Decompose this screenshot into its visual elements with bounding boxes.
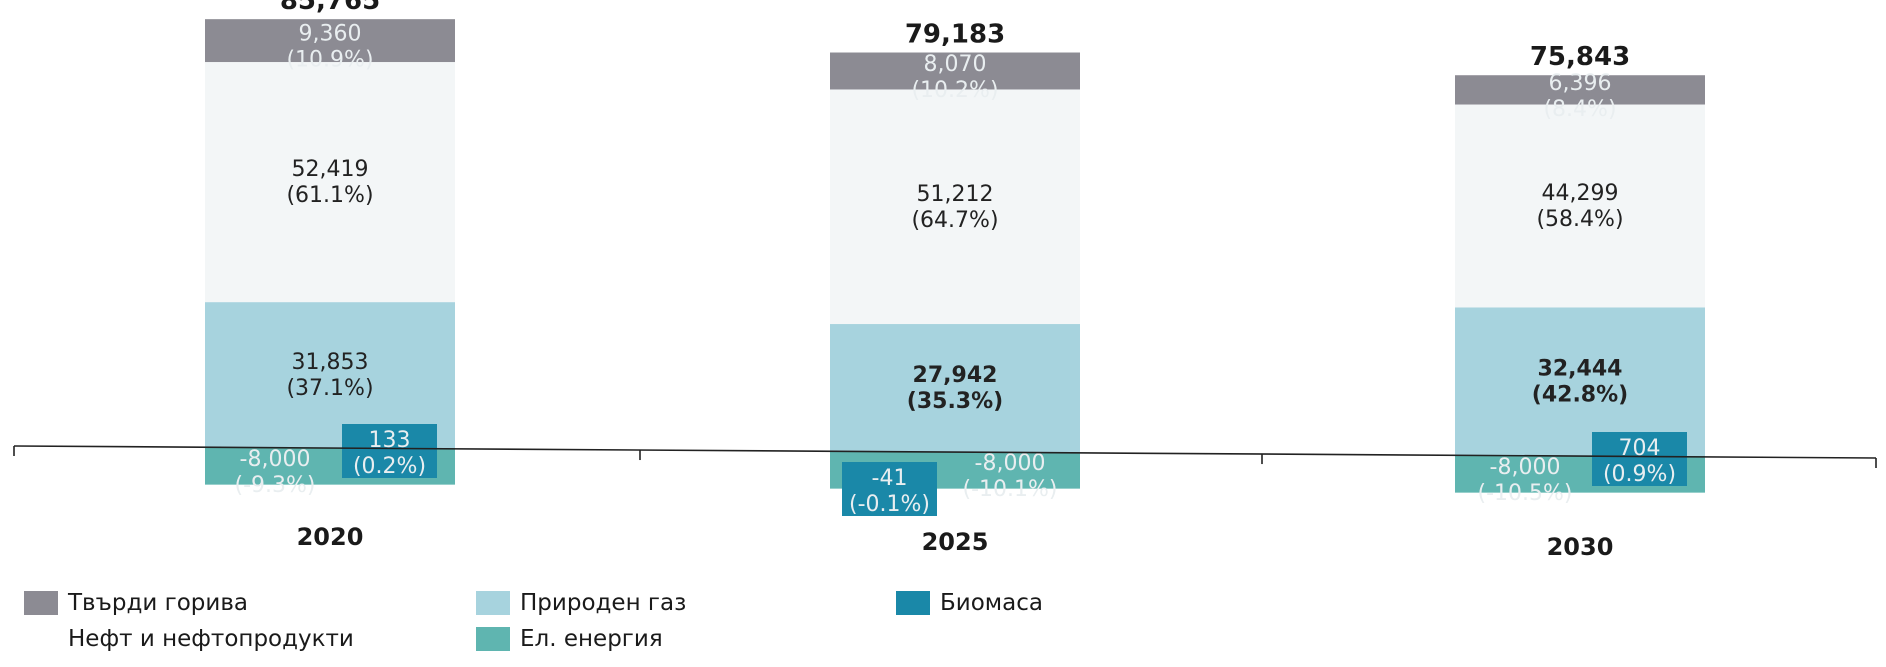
legend-label-natural-gas: Природен газ — [520, 590, 687, 616]
share-label-solid-fuels-2020: (10.9%) — [286, 48, 373, 73]
share-label-solid-fuels-2025: (10.2%) — [911, 78, 998, 103]
share-label-oil-2025: (64.7%) — [911, 208, 998, 233]
value-label-oil-2020: 52,419 — [292, 157, 369, 182]
legend-swatch-oil — [24, 627, 58, 651]
bar-oil-2030 — [1455, 104, 1705, 308]
bar-natural-gas-2030 — [1455, 307, 1705, 456]
value-label-solid-fuels-2025: 8,070 — [924, 52, 987, 77]
share-label-oil-2030: (58.4%) — [1536, 207, 1623, 232]
value-label-electricity-2030: -8,000 — [1490, 455, 1561, 480]
bar-solid-fuels-2020 — [205, 19, 455, 63]
legend-item-solid-fuels: Твърди горива — [24, 590, 248, 616]
value-label-electricity-2025: -8,000 — [975, 451, 1046, 476]
value-label-natural-gas-2030: 32,444 — [1538, 357, 1623, 382]
stacked-bar-chart: 9,360(10.9%) 52,419(61.1%) 31,853(37.1%) -8… — [13, 0, 1877, 561]
share-label-biomass-2020: (0.2%) — [353, 454, 426, 479]
bar-solid-fuels-2025 — [830, 52, 1080, 90]
share-label-biomass-2025: (-0.1%) — [849, 492, 930, 517]
value-label-solid-fuels-2020: 9,360 — [299, 22, 362, 47]
value-label-oil-2025: 51,212 — [917, 182, 994, 207]
total-label-2025: 79,183 — [905, 20, 1005, 50]
bar-biomass-2025 — [842, 462, 937, 516]
share-label-natural-gas-2030: (42.8%) — [1532, 383, 1628, 408]
legend-swatch-electricity — [476, 627, 510, 651]
share-label-natural-gas-2020: (37.1%) — [286, 376, 373, 401]
legend-item-oil: Нефт и нефтопродукти — [24, 626, 354, 652]
bar-natural-gas-2025 — [830, 324, 1080, 452]
legend-item-biomass: Биомаса — [896, 590, 1043, 616]
legend-item-natural-gas: Природен газ — [476, 590, 686, 616]
legend-swatch-natural-gas — [476, 591, 510, 615]
value-label-natural-gas-2025: 27,942 — [913, 363, 998, 388]
value-label-solid-fuels-2030: 6,396 — [1549, 71, 1612, 96]
value-label-biomass-2025: -41 — [872, 466, 908, 491]
total-label-2020: 85,765 — [280, 0, 380, 16]
bar-biomass-2030 — [1592, 432, 1687, 486]
bar-oil-2025 — [830, 89, 1080, 325]
legend-swatch-biomass — [896, 591, 930, 615]
category-label-2030: 2030 — [1547, 533, 1614, 561]
bar-oil-2020 — [205, 62, 455, 303]
bar-solid-fuels-2030 — [1455, 75, 1705, 105]
value-label-natural-gas-2020: 31,853 — [292, 350, 369, 375]
x-axis-line — [13, 445, 1877, 459]
value-label-electricity-2020: -8,000 — [240, 447, 311, 472]
share-label-natural-gas-2025: (35.3%) — [907, 389, 1003, 414]
share-label-oil-2020: (61.1%) — [286, 183, 373, 208]
share-label-biomass-2030: (0.9%) — [1603, 462, 1676, 487]
legend-label-oil: Нефт и нефтопродукти — [68, 626, 354, 652]
legend-label-solid-fuels: Твърди горива — [68, 590, 248, 616]
total-label-2030: 75,843 — [1530, 42, 1630, 72]
share-label-electricity-2020: (-9.3%) — [235, 473, 316, 498]
legend-label-biomass: Биомаса — [940, 590, 1043, 616]
legend-item-electricity: Ел. енергия — [476, 626, 663, 652]
category-label-2025: 2025 — [922, 528, 989, 556]
value-label-oil-2030: 44,299 — [1542, 181, 1619, 206]
share-label-solid-fuels-2030: (8.4%) — [1543, 97, 1616, 122]
legend-swatch-solid-fuels — [24, 591, 58, 615]
bar-biomass-2020 — [342, 424, 437, 478]
share-label-electricity-2030: (-10.5%) — [1478, 481, 1573, 506]
legend-label-electricity: Ел. енергия — [520, 626, 663, 652]
share-label-electricity-2025: (-10.1%) — [963, 477, 1058, 502]
category-label-2020: 2020 — [297, 523, 364, 551]
bar-natural-gas-2020 — [205, 302, 455, 448]
chart-legend: Твърди горива Нефт и нефтопродукти Приро… — [24, 590, 1124, 665]
